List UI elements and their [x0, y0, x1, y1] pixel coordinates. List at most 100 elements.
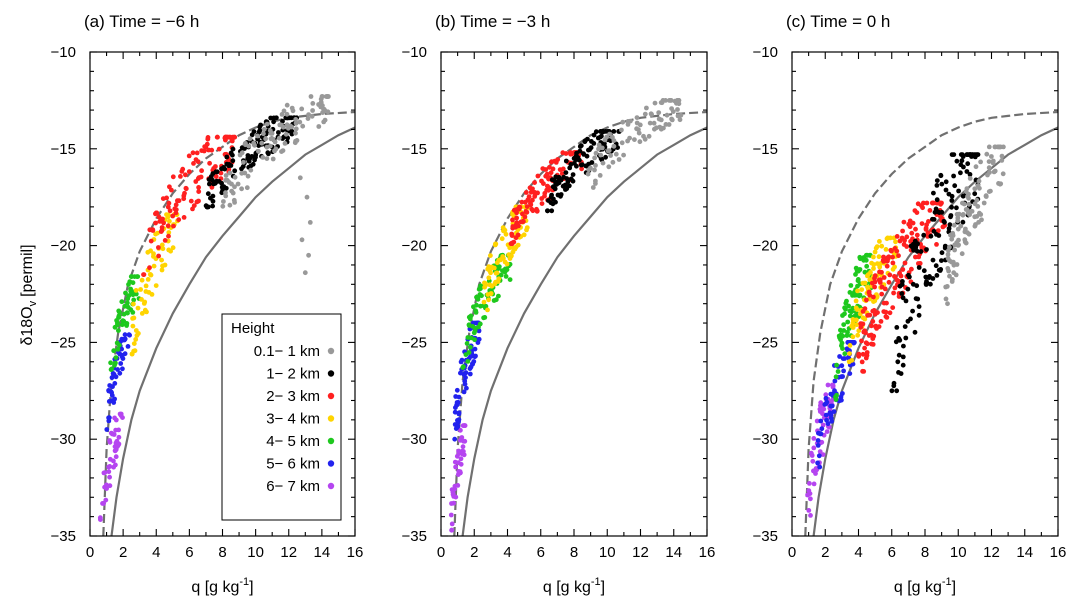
data-point	[674, 100, 679, 106]
data-point	[321, 119, 327, 125]
data-point	[647, 120, 653, 126]
data-point	[857, 256, 863, 262]
data-point	[279, 149, 284, 155]
data-point	[131, 341, 137, 346]
data-point	[842, 311, 847, 317]
series	[97, 411, 125, 522]
data-point	[276, 135, 282, 141]
data-point	[309, 113, 315, 119]
data-point	[889, 388, 895, 394]
data-point	[112, 444, 118, 449]
data-point	[247, 136, 253, 142]
data-point	[902, 324, 908, 329]
x-tick-label: 2	[470, 544, 478, 561]
data-point	[166, 230, 172, 235]
data-point	[894, 234, 900, 239]
data-point	[190, 150, 196, 156]
data-point	[853, 305, 859, 311]
data-point	[649, 112, 654, 117]
data-point	[204, 141, 210, 147]
data-point	[990, 160, 996, 166]
data-point	[909, 230, 915, 236]
data-point	[843, 300, 849, 306]
legend-marker	[327, 460, 335, 467]
data-point	[214, 178, 220, 184]
data-point	[854, 322, 860, 328]
data-point	[491, 298, 497, 303]
data-point	[539, 178, 544, 184]
data-point	[938, 172, 944, 178]
data-point	[274, 115, 279, 121]
data-point	[920, 205, 925, 211]
legend-marker	[327, 415, 335, 422]
data-point	[150, 228, 156, 233]
data-point	[863, 257, 869, 263]
data-point	[237, 152, 243, 158]
data-point	[461, 438, 466, 444]
data-point	[299, 237, 305, 243]
data-point	[592, 167, 597, 173]
data-point	[951, 270, 957, 276]
data-point	[659, 100, 665, 106]
data-point	[548, 170, 554, 176]
data-point	[886, 279, 892, 285]
data-point	[847, 290, 853, 295]
data-point	[891, 380, 897, 386]
data-point	[153, 220, 159, 226]
data-point	[853, 272, 858, 277]
data-point	[241, 159, 246, 165]
data-point	[539, 196, 545, 201]
data-point	[539, 201, 545, 207]
data-point	[471, 359, 477, 364]
data-point	[913, 226, 918, 232]
x-tick-label: 10	[247, 544, 264, 561]
data-point	[293, 117, 299, 122]
y-tick-label: −35	[402, 528, 427, 545]
data-point	[598, 129, 603, 134]
data-point	[844, 346, 850, 352]
data-point	[472, 346, 478, 352]
data-point	[820, 411, 825, 417]
data-point	[167, 208, 173, 214]
data-point	[167, 184, 172, 190]
data-point	[939, 181, 945, 187]
data-point	[907, 224, 913, 230]
data-point	[976, 178, 982, 184]
data-point	[931, 200, 936, 206]
data-point	[210, 171, 216, 177]
data-point	[958, 223, 964, 229]
series	[889, 152, 981, 394]
data-point	[610, 159, 616, 165]
data-point	[570, 178, 576, 184]
data-point	[245, 153, 251, 158]
data-point	[493, 270, 499, 276]
x-tick-label: 12	[280, 544, 297, 561]
data-point	[871, 266, 876, 271]
data-point	[950, 259, 956, 265]
data-point	[966, 191, 971, 197]
reference-curve-dashed	[453, 110, 707, 536]
data-point	[949, 193, 955, 199]
data-point	[529, 206, 535, 212]
data-point	[620, 119, 626, 125]
data-point	[128, 307, 134, 313]
data-point	[884, 263, 890, 269]
data-point	[891, 290, 896, 296]
data-point	[135, 305, 141, 311]
data-point	[914, 232, 920, 238]
series	[585, 98, 684, 190]
data-point	[499, 236, 505, 242]
legend-marker	[327, 482, 335, 490]
data-point	[270, 156, 276, 162]
data-point	[113, 360, 118, 366]
data-point	[952, 247, 957, 253]
data-point	[504, 261, 510, 267]
data-point	[964, 186, 970, 192]
data-point	[285, 135, 290, 141]
data-point	[199, 168, 205, 174]
data-point	[264, 121, 270, 127]
series	[943, 144, 1006, 307]
data-point	[449, 501, 454, 506]
data-point	[934, 273, 940, 278]
data-point	[859, 359, 865, 365]
